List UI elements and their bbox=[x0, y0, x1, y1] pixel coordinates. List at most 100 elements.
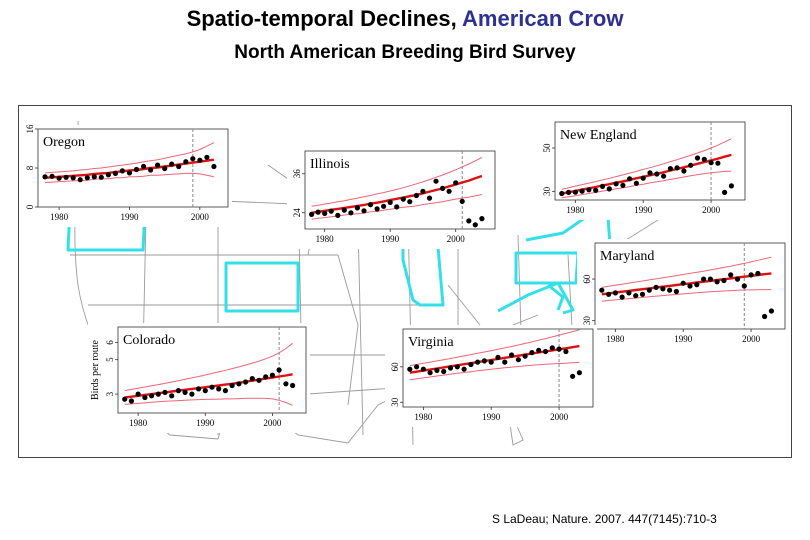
data-point-new-england bbox=[572, 189, 578, 195]
ci-upper-line-illinois bbox=[311, 157, 483, 207]
data-point-virginia bbox=[536, 347, 542, 353]
data-point-colorado bbox=[169, 393, 175, 399]
data-point-maryland bbox=[707, 276, 713, 282]
data-point-virginia bbox=[563, 348, 569, 355]
data-point-colorado bbox=[263, 374, 269, 380]
inset-new-england: 1980 1990 2000 30 50 New England bbox=[537, 118, 749, 220]
data-point-maryland bbox=[633, 293, 639, 299]
x-tick-label-maryland: 1980 bbox=[606, 334, 625, 344]
data-point-illinois bbox=[361, 208, 367, 214]
data-point-new-england bbox=[640, 175, 646, 181]
data-point-illinois bbox=[374, 206, 380, 212]
inset-oregon: 1980 1990 2000 0 8 16 Oregon bbox=[20, 125, 232, 227]
data-point-maryland bbox=[687, 283, 693, 289]
x-tick-label-colorado: 1980 bbox=[129, 418, 148, 428]
ci-lower-line-virginia bbox=[409, 361, 580, 381]
data-point-maryland bbox=[728, 272, 734, 278]
x-tick-label-new-england: 1980 bbox=[566, 205, 585, 215]
data-point-illinois bbox=[400, 196, 406, 202]
data-point-colorado bbox=[209, 384, 215, 390]
data-point-illinois bbox=[472, 222, 478, 228]
data-point-colorado bbox=[142, 394, 148, 401]
data-point-colorado bbox=[276, 367, 282, 373]
data-point-virginia bbox=[509, 352, 515, 358]
data-point-new-england bbox=[681, 168, 687, 174]
data-point-virginia bbox=[447, 365, 454, 371]
y-axis-label-colorado: Birds per route bbox=[90, 339, 101, 400]
data-point-colorado bbox=[135, 391, 141, 397]
data-point-illinois bbox=[413, 192, 419, 199]
y-tick-label-colorado: 5 bbox=[105, 357, 115, 362]
data-point-maryland bbox=[680, 280, 686, 286]
chart-subtitle: North American Breeding Bird Survey bbox=[234, 42, 576, 63]
data-point-colorado bbox=[182, 389, 188, 395]
x-tick-label-maryland: 1990 bbox=[674, 334, 693, 344]
data-point-oregon bbox=[190, 156, 196, 162]
data-point-virginia bbox=[556, 346, 562, 352]
data-point-maryland bbox=[768, 308, 774, 314]
data-point-virginia bbox=[461, 366, 467, 372]
y-tick-label-new-england: 50 bbox=[542, 143, 552, 153]
data-point-oregon bbox=[56, 175, 62, 181]
data-point-colorado bbox=[269, 372, 275, 378]
data-point-illinois bbox=[459, 198, 465, 204]
data-point-colorado bbox=[216, 386, 222, 392]
y-tick-label-oregon: 8 bbox=[25, 165, 35, 170]
data-point-colorado bbox=[256, 377, 262, 383]
inset-colorado: 1980 1990 2000 3 5 6 Birds per route Colorado bbox=[88, 323, 310, 433]
highlight-virginia bbox=[497, 281, 575, 315]
data-point-colorado bbox=[122, 396, 128, 402]
y-tick-label-oregon: 0 bbox=[25, 204, 35, 209]
data-point-maryland bbox=[606, 291, 612, 297]
data-point-oregon bbox=[126, 170, 133, 176]
title-species: American Crow bbox=[462, 6, 624, 31]
data-point-colorado bbox=[222, 388, 228, 394]
inset-title-maryland: Maryland bbox=[600, 249, 654, 264]
inset-title-new-england: New England bbox=[560, 128, 637, 143]
data-point-maryland bbox=[653, 284, 659, 290]
data-point-oregon bbox=[63, 174, 69, 180]
inset-virginia: 1980 1990 2000 30 60 Virginia bbox=[385, 325, 597, 427]
data-point-illinois bbox=[348, 210, 354, 216]
inset-maryland: 1980 1990 2000 30 60 Maryland bbox=[577, 239, 789, 349]
data-point-maryland bbox=[599, 287, 605, 293]
data-point-virginia bbox=[522, 353, 528, 359]
data-point-oregon bbox=[204, 154, 210, 160]
data-point-maryland bbox=[755, 270, 761, 277]
data-point-maryland bbox=[741, 283, 747, 289]
x-tick-label-colorado: 1990 bbox=[196, 418, 215, 428]
data-point-new-england bbox=[661, 173, 667, 179]
data-point-new-england bbox=[722, 189, 728, 195]
data-point-new-england bbox=[694, 155, 701, 161]
data-point-illinois bbox=[420, 188, 426, 194]
data-point-new-england bbox=[566, 189, 572, 195]
y-tick-label-colorado: 3 bbox=[105, 391, 115, 396]
plot-frame-colorado bbox=[117, 326, 307, 414]
data-point-new-england bbox=[606, 186, 612, 192]
data-point-virginia bbox=[488, 359, 494, 365]
data-point-maryland bbox=[673, 288, 679, 295]
data-point-oregon bbox=[119, 168, 125, 174]
plot-frame-new-england bbox=[554, 121, 746, 201]
data-point-new-england bbox=[667, 166, 673, 172]
x-tick-label-virginia: 1990 bbox=[482, 412, 501, 422]
inset-illinois: 1980 1990 2000 24 36 Illinois bbox=[287, 147, 499, 249]
data-point-illinois bbox=[426, 195, 433, 201]
x-tick-label-maryland: 2000 bbox=[742, 334, 761, 344]
chart-new-england: 1980 1990 2000 30 50 New England bbox=[542, 121, 746, 215]
data-point-oregon bbox=[197, 157, 203, 163]
plot-frame-illinois bbox=[304, 150, 496, 230]
data-point-colorado bbox=[162, 389, 168, 395]
ci-upper-line-new-england bbox=[561, 138, 732, 190]
data-point-illinois bbox=[381, 203, 387, 209]
data-point-new-england bbox=[654, 171, 660, 177]
data-point-maryland bbox=[701, 276, 707, 282]
data-point-maryland bbox=[667, 287, 673, 293]
chart-maryland: 1980 1990 2000 30 60 Maryland bbox=[582, 242, 786, 344]
plot-frame-virginia bbox=[402, 328, 594, 408]
data-point-new-england bbox=[728, 183, 734, 189]
ci-upper-line-maryland bbox=[601, 256, 772, 288]
data-point-new-england bbox=[633, 180, 639, 186]
data-point-virginia bbox=[570, 373, 576, 379]
y-tick-label-new-england: 30 bbox=[542, 186, 552, 196]
